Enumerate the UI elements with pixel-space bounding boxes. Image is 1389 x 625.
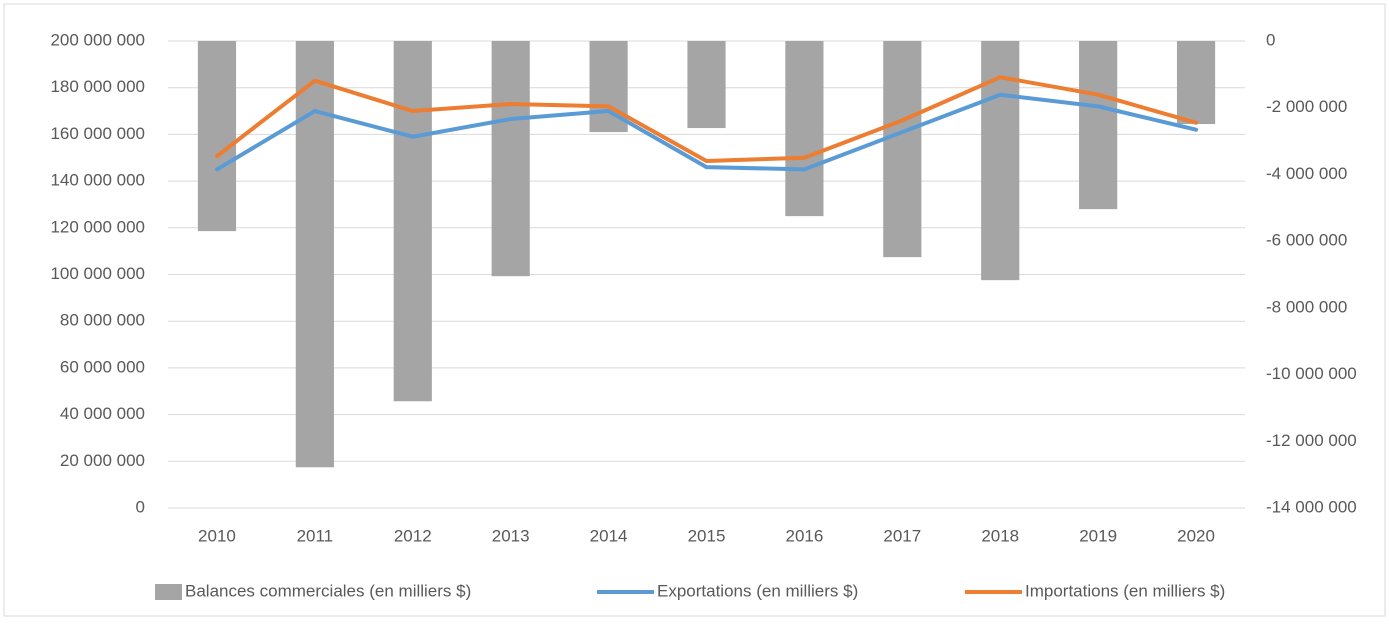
tick-label: 0 bbox=[136, 497, 145, 516]
x-tick-label: 2016 bbox=[785, 526, 823, 545]
tick-label: 40 000 000 bbox=[60, 404, 145, 423]
tick-label: 120 000 000 bbox=[50, 217, 145, 236]
tick-label: 160 000 000 bbox=[50, 124, 145, 143]
line bbox=[214, 92, 1199, 172]
tick-label: 20 000 000 bbox=[60, 451, 145, 470]
bar bbox=[393, 41, 432, 402]
tick-label: -8 000 000 bbox=[1266, 297, 1347, 316]
x-tick-label: 2017 bbox=[883, 526, 921, 545]
tick-label: 180 000 000 bbox=[50, 77, 145, 96]
x-tick-label: 2013 bbox=[492, 526, 530, 545]
x-tick-label: 2015 bbox=[688, 526, 726, 545]
legend-swatch bbox=[155, 584, 182, 600]
bar bbox=[197, 41, 237, 232]
tick-label: 100 000 000 bbox=[50, 264, 145, 283]
legend-label: Importations (en milliers $) bbox=[1025, 581, 1225, 600]
tick-label: 200 000 000 bbox=[50, 30, 145, 49]
tick-label: -10 000 000 bbox=[1266, 364, 1357, 383]
x-tick-label: 2018 bbox=[981, 526, 1019, 545]
bar bbox=[1176, 41, 1216, 125]
tick-label: -12 000 000 bbox=[1266, 431, 1357, 450]
legend-label: Balances commerciales (en milliers $) bbox=[185, 581, 471, 600]
tick-label: 140 000 000 bbox=[50, 171, 145, 190]
tick-label: -2 000 000 bbox=[1266, 97, 1347, 116]
tick-label: 60 000 000 bbox=[60, 357, 145, 376]
bar bbox=[785, 41, 824, 217]
bar bbox=[687, 41, 726, 129]
line bbox=[214, 75, 1199, 164]
x-tick-label: 2011 bbox=[297, 526, 334, 545]
tick-label: -14 000 000 bbox=[1266, 497, 1357, 516]
x-tick-label: 2012 bbox=[394, 526, 432, 545]
tick-label: -4 000 000 bbox=[1266, 164, 1347, 183]
x-tick-label: 2014 bbox=[590, 526, 628, 545]
tick-label: -6 000 000 bbox=[1266, 231, 1347, 250]
x-tick-label: 2020 bbox=[1177, 526, 1215, 545]
legend-label: Exportations (en milliers $) bbox=[657, 581, 858, 600]
bar bbox=[883, 41, 922, 258]
bar bbox=[1079, 41, 1118, 210]
bar bbox=[295, 41, 334, 468]
x-tick-label: 2010 bbox=[198, 526, 236, 545]
tick-label: 80 000 000 bbox=[60, 311, 145, 330]
x-tick-label: 2019 bbox=[1079, 526, 1117, 545]
bar bbox=[491, 41, 530, 277]
tick-label: 0 bbox=[1266, 30, 1275, 49]
